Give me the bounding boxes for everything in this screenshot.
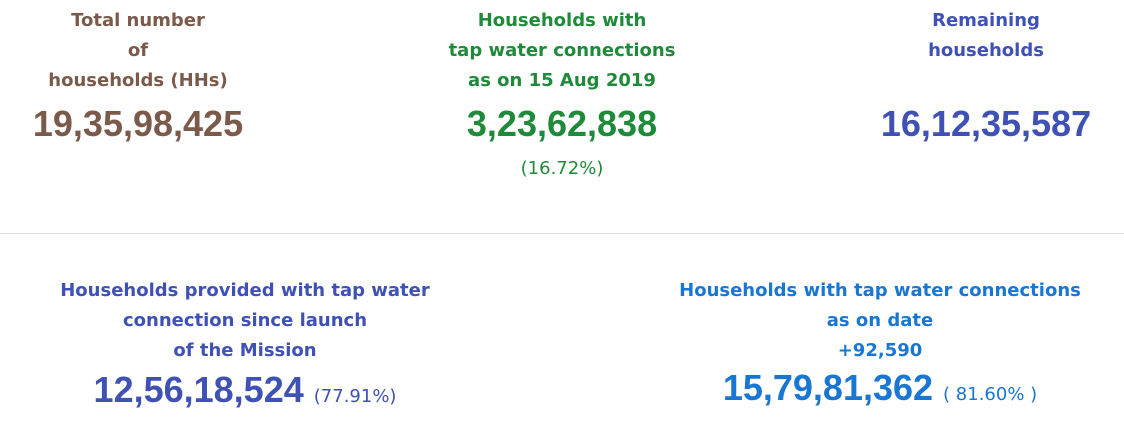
label-line: Remaining	[932, 10, 1040, 31]
label-line: of	[127, 40, 149, 61]
total-households-label: Total number of households (HHs)	[8, 6, 268, 96]
as-on-date-value: 15,79,81,362	[722, 367, 934, 408]
tap-connections-2019-percent: (16.72%)	[520, 158, 604, 179]
as-on-date-increment: +92,590	[837, 340, 923, 361]
section-divider	[0, 233, 1124, 234]
remaining-households-label: Remaining households	[860, 6, 1112, 66]
as-on-date-label: Households with tap water connections as…	[655, 276, 1105, 336]
as-on-date-percent: ( 81.60% )	[943, 384, 1038, 405]
label-line: Total number	[71, 10, 205, 31]
since-launch-stat: Households provided with tap water conne…	[40, 276, 450, 417]
since-launch-label: Households provided with tap water conne…	[40, 276, 450, 366]
remaining-households-value: 16,12,35,587	[880, 103, 1092, 144]
since-launch-value: 12,56,18,524	[93, 369, 304, 410]
total-households-value: 19,35,98,425	[32, 103, 244, 144]
label-line: as on 15 Aug 2019	[468, 70, 656, 91]
label-line: Households provided with tap water	[60, 280, 430, 301]
label-line: tap water connections	[448, 40, 676, 61]
label-line: Households with	[477, 10, 647, 31]
total-households-stat: Total number of households (HHs) 19,35,9…	[8, 6, 268, 144]
as-on-date-stat: Households with tap water connections as…	[655, 276, 1105, 415]
label-line: of the Mission	[173, 340, 317, 361]
since-launch-value-row: 12,56,18,524 (77.91%)	[40, 370, 450, 417]
since-launch-percent: (77.91%)	[313, 386, 397, 407]
label-line: households (HHs)	[48, 70, 228, 91]
label-line: connection since launch	[122, 310, 368, 331]
tap-connections-2019-stat: Households with tap water connections as…	[432, 6, 692, 184]
as-on-date-value-row: 15,79,81,362 ( 81.60% )	[655, 368, 1105, 415]
remaining-households-stat: Remaining households 16,12,35,587	[860, 6, 1112, 144]
tap-connections-2019-label: Households with tap water connections as…	[432, 6, 692, 96]
label-line: households	[928, 40, 1044, 61]
tap-connections-2019-value: 3,23,62,838	[466, 103, 658, 144]
label-line: Households with tap water connections	[679, 280, 1081, 301]
label-line: as on date	[826, 310, 934, 331]
